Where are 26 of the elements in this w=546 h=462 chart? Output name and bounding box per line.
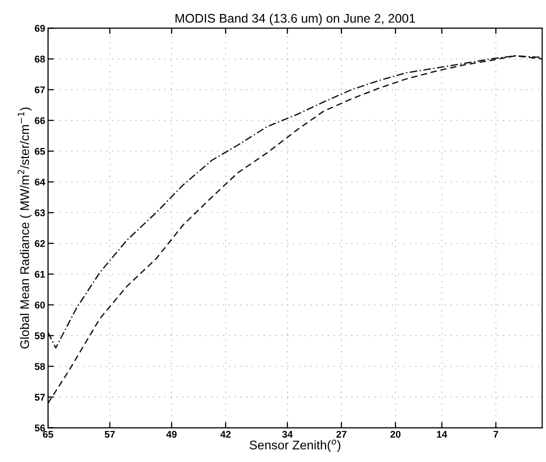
x-tick-label: 20 bbox=[390, 430, 400, 438]
x-tick-label: 57 bbox=[104, 430, 115, 438]
y-tick-label: 68 bbox=[34, 56, 45, 63]
chart-title: MODIS Band 34 (13.6 um) on June 2, 2001 bbox=[176, 14, 416, 26]
y-tick-label: 57 bbox=[34, 394, 45, 401]
y-tick-label: 60 bbox=[34, 302, 45, 308]
x-tick-label: 14 bbox=[437, 430, 448, 438]
y-tick-label: 67 bbox=[34, 86, 45, 94]
y-tick-label: 61 bbox=[34, 270, 45, 278]
x-tick-label: 34 bbox=[282, 430, 293, 438]
y-tick-label: 64 bbox=[34, 178, 46, 186]
x-tick-label: 49 bbox=[166, 430, 177, 438]
x-tick-label: 7 bbox=[494, 430, 498, 438]
x-tick-label: 27 bbox=[336, 430, 346, 438]
y-tick-label: 58 bbox=[34, 363, 45, 370]
x-axis-title: Sensor Zenith($^{o}$) bbox=[250, 440, 340, 452]
y-tick-label: 69 bbox=[34, 24, 45, 32]
y-tick-label: 62 bbox=[34, 240, 45, 247]
x-tick-label: 65 bbox=[42, 430, 54, 438]
y-axis-title: Global Mean Radiance ( MW/m$^{2}$/ster/cm$^{−1}$) bbox=[18, 108, 32, 349]
y-tick-label: 59 bbox=[34, 332, 45, 340]
y-tick-label: 65 bbox=[34, 148, 45, 155]
y-tick-label: 56 bbox=[34, 424, 45, 432]
x-tick-label: 42 bbox=[220, 430, 231, 438]
y-tick-label: 66 bbox=[34, 117, 45, 124]
y-tick-label: 63 bbox=[34, 209, 45, 216]
